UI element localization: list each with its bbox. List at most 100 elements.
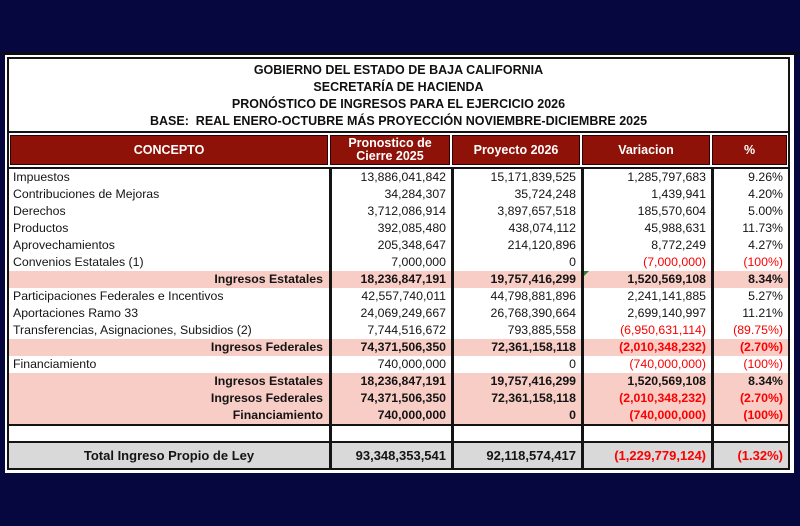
cell-cierre: 74,371,506,350 bbox=[329, 390, 451, 407]
cell-concepto: Contribuciones de Mejoras bbox=[13, 187, 160, 201]
cell-variacion: 1,285,797,683 bbox=[581, 169, 711, 186]
cell-concepto: Financiamiento bbox=[232, 408, 323, 422]
report-title-block: GOBIERNO DEL ESTADO DE BAJA CALIFORNIA S… bbox=[9, 59, 788, 133]
cell-concepto: Participaciones Federales e Incentivos bbox=[13, 289, 224, 303]
report-title-pronostico: PRONÓSTICO DE INGRESOS PARA EL EJERCICIO… bbox=[231, 97, 566, 111]
report-title-base: BASE: REAL ENERO-OCTUBRE MÁS PROYECCIÓN … bbox=[149, 114, 648, 128]
table-row: Productos 392,085,480 438,074,112 45,988,63… bbox=[9, 220, 788, 237]
income-forecast-table: GOBIERNO DEL ESTADO DE BAJA CALIFORNIA S… bbox=[7, 57, 790, 470]
cell-pct: 4.20% bbox=[711, 186, 788, 203]
cell-cierre: 205,348,647 bbox=[329, 237, 451, 254]
cell-pct: 5.27% bbox=[711, 288, 788, 305]
cell-cierre: 18,236,847,191 bbox=[329, 271, 451, 288]
table-row: Financiamiento 740,000,000 0 (740,000,000)(… bbox=[9, 356, 788, 373]
cell-pct: (2.70%) bbox=[711, 339, 788, 356]
cell-proyecto: 92,118,574,417 bbox=[451, 443, 581, 468]
cell-concepto: Aportaciones Ramo 33 bbox=[13, 306, 139, 320]
cell-pct: 8.34% bbox=[711, 373, 788, 390]
cell-variacion: (740,000,000) bbox=[581, 407, 711, 424]
cell-variacion: 1,520,569,108 bbox=[581, 373, 711, 390]
cell-proyecto: 793,885,558 bbox=[451, 322, 581, 339]
spacer-row bbox=[9, 424, 788, 441]
column-header-proyecto-2026: Proyecto 2026 bbox=[452, 135, 580, 165]
cell-concepto: Financiamiento bbox=[13, 357, 97, 371]
cell-cierre: 392,085,480 bbox=[329, 220, 451, 237]
cell-pct: 8.34% bbox=[711, 271, 788, 288]
cell-cierre: 13,886,041,842 bbox=[329, 169, 451, 186]
table-row: Aportaciones Ramo 33 24,069,249,667 26,768… bbox=[9, 305, 788, 322]
cell-pct: (1.32%) bbox=[711, 443, 788, 468]
cell-variacion: 1,520,569,108 bbox=[581, 271, 711, 288]
table-header-row: CONCEPTO Pronostico de Cierre 2025 Proye… bbox=[9, 133, 788, 169]
cell-variacion: 185,570,604 bbox=[581, 203, 711, 220]
cell-proyecto: 438,074,112 bbox=[451, 220, 581, 237]
column-header-variacion: Variacion bbox=[582, 135, 710, 165]
cell-variacion: 2,241,141,885 bbox=[581, 288, 711, 305]
table-row: Aprovechamientos 205,348,647 214,120,896 8,… bbox=[9, 237, 788, 254]
cell-concepto: Productos bbox=[13, 221, 69, 235]
column-header-cierre-2025: Pronostico de Cierre 2025 bbox=[330, 135, 450, 165]
cell-variacion: (740,000,000) bbox=[581, 356, 711, 373]
cell-cierre: 740,000,000 bbox=[329, 407, 451, 424]
total-row: Total Ingreso Propio de Ley 93,348,353,54… bbox=[9, 441, 788, 468]
table-row: Ingresos Estatales 18,236,847,191 19,757,4… bbox=[9, 373, 788, 390]
cell-proyecto: 15,171,839,525 bbox=[451, 169, 581, 186]
cell-concepto: Ingresos Federales bbox=[210, 340, 323, 354]
cell-pct: (100%) bbox=[711, 407, 788, 424]
cell-proyecto: 3,897,657,518 bbox=[451, 203, 581, 220]
cell-pct: (2.70%) bbox=[711, 390, 788, 407]
cell-variacion: (1,229,779,124) bbox=[581, 443, 711, 468]
cell-concepto: Derechos bbox=[13, 204, 66, 218]
cell-variacion: 8,772,249 bbox=[581, 237, 711, 254]
table-body: Impuestos 13,886,041,842 15,171,839,525 1,2… bbox=[9, 169, 788, 424]
report-title-secretaria: SECRETARÍA DE HACIENDA bbox=[313, 80, 484, 94]
cell-cierre: 24,069,249,667 bbox=[329, 305, 451, 322]
cell-pct: 5.00% bbox=[711, 203, 788, 220]
table-row: Financiamiento 740,000,000 0 (740,000,000)(… bbox=[9, 407, 788, 424]
cell-cierre: 3,712,086,914 bbox=[329, 203, 451, 220]
cell-variacion: (6,950,631,114) bbox=[581, 322, 711, 339]
cell-cierre: 74,371,506,350 bbox=[329, 339, 451, 356]
cell-proyecto: 0 bbox=[451, 356, 581, 373]
table-row: Participaciones Federales e Incentivos 42… bbox=[9, 288, 788, 305]
table-row: Ingresos Estatales 18,236,847,191 19,757,4… bbox=[9, 271, 788, 288]
cell-pct: 11.21% bbox=[711, 305, 788, 322]
cell-cierre: 42,557,740,011 bbox=[329, 288, 451, 305]
table-row: Contribuciones de Mejoras 34,284,307 35,72… bbox=[9, 186, 788, 203]
cell-pct: 4.27% bbox=[711, 237, 788, 254]
cell-variacion: 45,988,631 bbox=[581, 220, 711, 237]
table-row: Impuestos 13,886,041,842 15,171,839,525 1,2… bbox=[9, 169, 788, 186]
cell-pct: 9.26% bbox=[711, 169, 788, 186]
cell-concepto: Transferencias, Asignaciones, Subsidios … bbox=[13, 323, 252, 337]
cell-pct: (100%) bbox=[711, 356, 788, 373]
cell-variacion: 1,439,941 bbox=[581, 186, 711, 203]
cell-cierre: 7,744,516,672 bbox=[329, 322, 451, 339]
cell-cierre: 93,348,353,541 bbox=[329, 443, 451, 468]
cell-proyecto: 26,768,390,664 bbox=[451, 305, 581, 322]
table-row: Ingresos Federales 74,371,506,350 72,361,1… bbox=[9, 339, 788, 356]
cell-proyecto: 214,120,896 bbox=[451, 237, 581, 254]
cell-pct: (100%) bbox=[711, 254, 788, 271]
cell-proyecto: 72,361,158,118 bbox=[451, 339, 581, 356]
cell-concepto: Ingresos Estatales bbox=[214, 272, 323, 286]
column-header-pct: % bbox=[712, 135, 787, 165]
cell-proyecto: 35,724,248 bbox=[451, 186, 581, 203]
cell-variacion: (2,010,348,232) bbox=[581, 339, 711, 356]
column-header-concepto: CONCEPTO bbox=[10, 135, 328, 165]
cell-proyecto: 72,361,158,118 bbox=[451, 390, 581, 407]
cell-concepto: Ingresos Estatales bbox=[214, 374, 323, 388]
cell-proyecto: 19,757,416,299 bbox=[451, 373, 581, 390]
cell-concepto: Ingresos Federales bbox=[210, 391, 323, 405]
cell-concepto: Convenios Estatales (1) bbox=[13, 255, 144, 269]
cell-concepto: Impuestos bbox=[13, 170, 70, 184]
table-row: Convenios Estatales (1) 7,000,000 0 (7,000,… bbox=[9, 254, 788, 271]
table-row: Derechos 3,712,086,914 3,897,657,518 185,57… bbox=[9, 203, 788, 220]
cell-cierre: 34,284,307 bbox=[329, 186, 451, 203]
cell-variacion: (2,010,348,232) bbox=[581, 390, 711, 407]
cell-variacion: (7,000,000) bbox=[581, 254, 711, 271]
total-row-container: Total Ingreso Propio de Ley 93,348,353,54… bbox=[9, 441, 788, 468]
cell-concepto: Total Ingreso Propio de Ley bbox=[83, 448, 255, 463]
cell-pct: (89.75%) bbox=[711, 322, 788, 339]
cell-proyecto: 19,757,416,299 bbox=[451, 271, 581, 288]
cell-proyecto: 0 bbox=[451, 254, 581, 271]
